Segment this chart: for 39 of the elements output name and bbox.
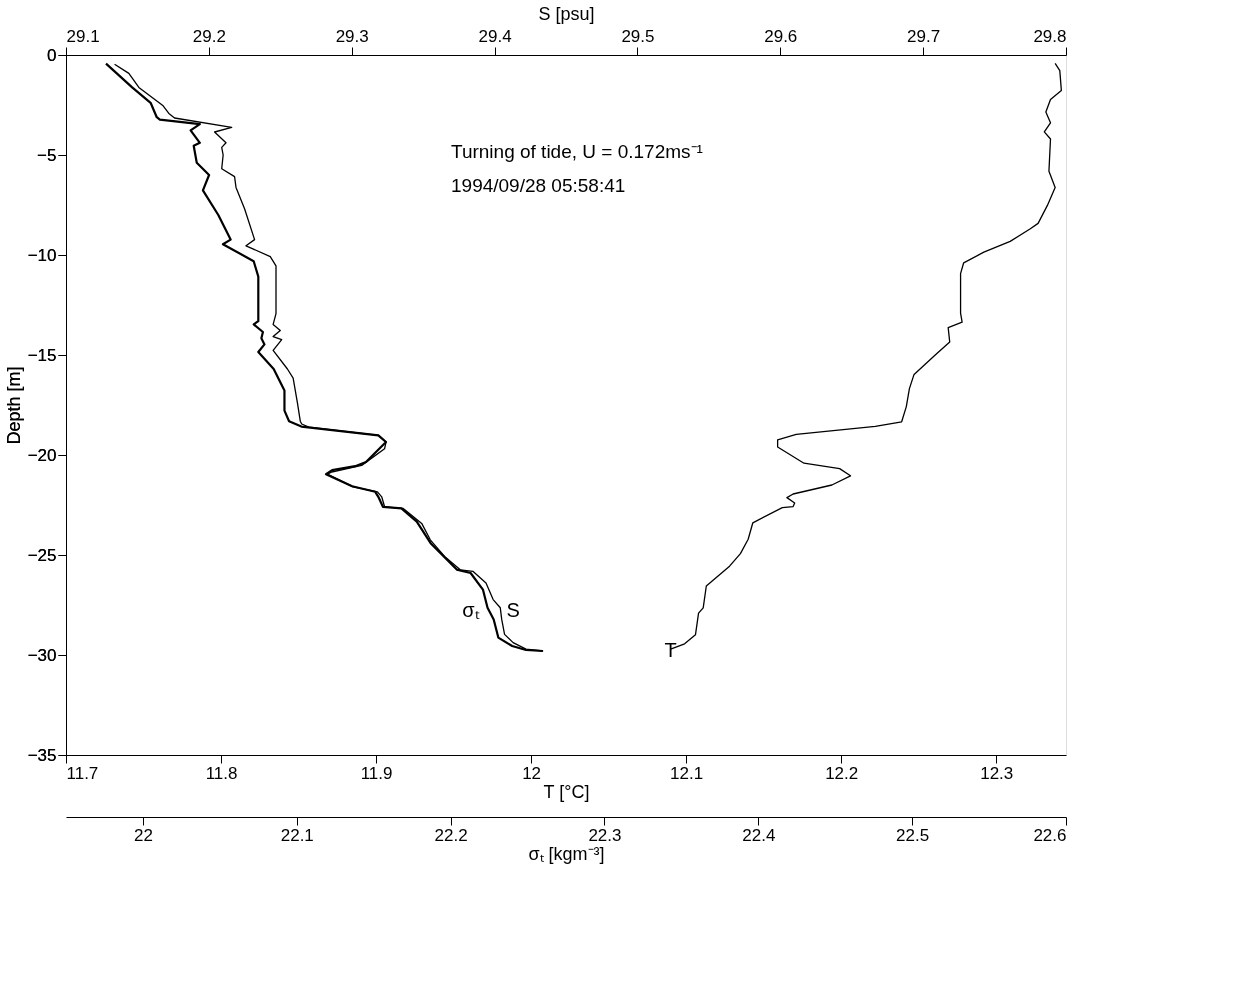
x-tick-label: 22.3: [588, 825, 622, 845]
y-tick-label: −10: [27, 245, 57, 265]
y-tick-label: −30: [27, 645, 57, 665]
series-label: σₜ: [462, 599, 480, 621]
x-tick-label: 11.8: [205, 763, 238, 783]
x-tick-label: 22.5: [896, 825, 930, 845]
y-tick-label: −35: [27, 745, 57, 765]
x-tick-label: 12: [522, 763, 542, 783]
x2-tick-label: 29.7: [907, 26, 941, 46]
y-tick-label: −20: [27, 445, 57, 465]
y-tick-label: −5: [37, 145, 57, 165]
x-tick-label: 12.3: [980, 763, 1014, 783]
x2-tick-label: 29.6: [764, 26, 798, 46]
x-tick-label: 22.1: [280, 825, 314, 845]
x-axis-title: σₜ [kgm⁻³]: [528, 843, 605, 864]
x-tick-label: 11.9: [360, 763, 393, 783]
x-axis-title: T [°C]: [543, 781, 590, 802]
y-tick-label: −25: [27, 545, 57, 565]
x-tick-label: 12.2: [825, 763, 859, 783]
x-tick-label: 22.2: [434, 825, 468, 845]
y-tick-label: −15: [27, 345, 57, 365]
y-tick-label: 0: [47, 45, 57, 65]
series-label: S: [506, 599, 520, 621]
x2-tick-label: 29.5: [621, 26, 655, 46]
series-label: T: [664, 639, 677, 662]
x2-tick-label: 29.4: [478, 26, 512, 46]
x-tick-label: 11.7: [66, 763, 99, 783]
x-tick-label: 12.1: [670, 763, 704, 783]
annotation: Turning of tide, U = 0.172ms⁻¹: [451, 141, 703, 162]
x2-tick-label: 29.2: [192, 26, 226, 46]
y-axis-title: Depth [m]: [3, 366, 24, 445]
x-tick-label: 22: [133, 825, 153, 845]
x-tick-label: 22.4: [742, 825, 776, 845]
x2-tick-label: 29.1: [66, 26, 100, 46]
annotation: 1994/09/28 05:58:41: [451, 175, 626, 196]
x-tick-label: 22.6: [1033, 825, 1067, 845]
x2-tick-label: 29.3: [335, 26, 369, 46]
x2-axis-title: S [psu]: [538, 3, 595, 24]
x2-tick-label: 29.8: [1033, 26, 1067, 46]
